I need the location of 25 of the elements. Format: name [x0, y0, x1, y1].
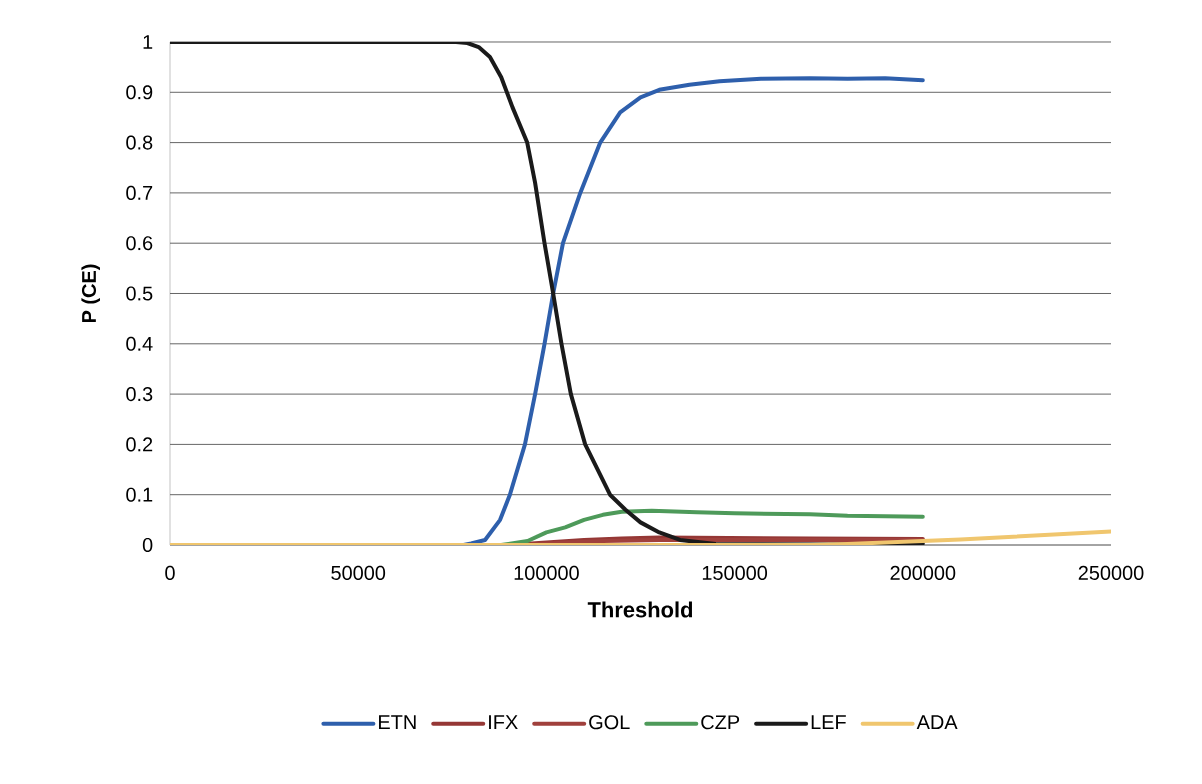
x-tick-label: 50000: [331, 565, 386, 580]
x-axis-title: Threshold: [587, 601, 693, 618]
legend-label: IFX: [489, 715, 518, 729]
x-tick-label: 150000: [702, 565, 768, 580]
legend-label: ADA: [916, 715, 958, 729]
y-tick-label: 0.2: [126, 437, 153, 452]
y-tick-label: 0.1: [126, 487, 153, 502]
y-tick-label: 0.4: [126, 336, 153, 351]
legend-label: CZP: [701, 715, 740, 730]
y-tick-label: 0.8: [126, 135, 153, 150]
x-tick-label: 250000: [1078, 565, 1144, 580]
y-axis-title: P (CE): [81, 264, 100, 323]
x-tick-label: 0: [165, 565, 175, 580]
legend-label: LEF: [811, 715, 846, 729]
y-tick-label: 0.3: [126, 387, 153, 402]
y-tick-label: 0.6: [126, 236, 153, 251]
y-tick-label: 0: [142, 537, 153, 553]
x-tick-label: 200000: [890, 565, 956, 580]
y-tick-label: 0.9: [126, 85, 153, 100]
x-tick-label: 100000: [514, 565, 579, 580]
y-tick-label: 1: [143, 35, 153, 49]
y-tick-label: 0.5: [126, 286, 153, 301]
legend-label: ETN: [379, 715, 416, 729]
legend-label: GOL: [589, 715, 630, 730]
y-tick-label: 0.7: [126, 185, 153, 200]
